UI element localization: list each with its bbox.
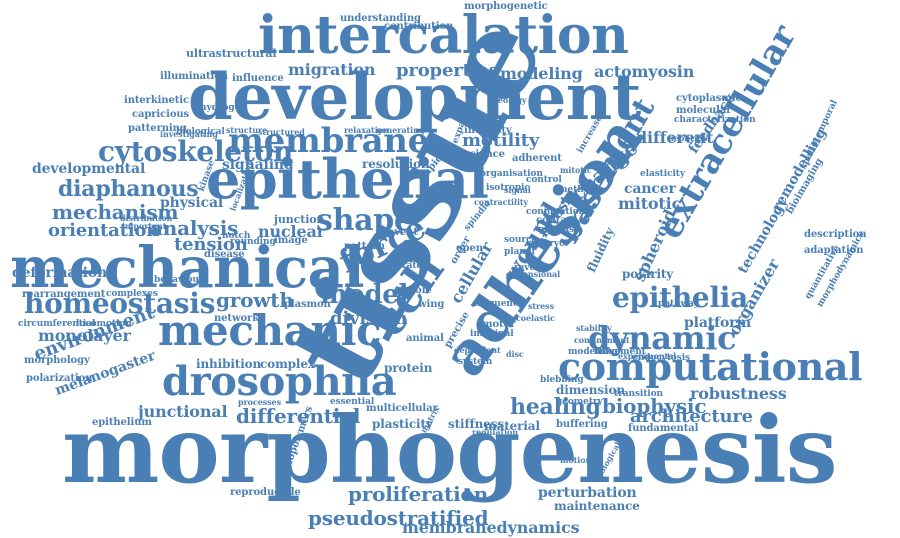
cloud-word: complex [260,358,315,370]
cloud-word: mitosis [538,226,574,235]
cloud-word: capricious [132,110,189,120]
cloud-word: blebbing [540,376,584,385]
cloud-word: monolayer [38,328,131,344]
cloud-word: ultrastructural [186,48,276,59]
cloud-word: imaginal [470,330,514,339]
cloud-word: image [274,236,308,246]
cloud-word: interkinetic [124,96,189,106]
cloud-word: role [410,286,432,296]
cloud-word: wing [418,300,444,310]
cloud-word: motion [560,456,591,464]
cloud-word: intercalation [258,10,628,62]
cloud-word: system [458,358,492,367]
cloud-word: inhibition [196,358,261,370]
cloud-word: complexes [106,290,158,299]
cloud-word: frequency [474,300,523,309]
cloud-word: dependent [454,346,501,354]
cloud-word: illumination [160,72,228,82]
cloud-word: contractility [474,198,528,206]
cloud-word: rounding [230,238,276,247]
cloud-word: properties [396,62,499,80]
cloud-word: protein [384,362,432,374]
cloud-word: disc [506,350,524,358]
cloud-word: conjugation [526,208,585,217]
cloud-word: migration [288,62,375,78]
cloud-word: nephrins [668,134,707,142]
cloud-word: morphogenetic [464,2,548,12]
cloud-word: cytoplasmic [676,94,741,104]
cloud-word: embryo [528,240,565,249]
cloud-word: network [214,314,259,324]
cloud-word: stress [528,302,554,310]
cloud-word: adherent [512,154,562,164]
cloud-word: reproducible [230,488,301,498]
cloud-word: pattern [344,242,385,252]
cloud-word: morphology [24,356,90,366]
cloud-word: pathway [658,300,699,309]
cloud-word: resolution [362,158,430,170]
cloud-word: important [122,222,166,230]
cloud-word: planar [504,248,536,257]
cloud-word: signaling [222,158,294,172]
cloud-word: integrity [464,126,512,136]
cloud-word: elasticity [640,170,685,179]
cloud-word: rearrangement [22,290,105,300]
cloud-word: contribution [384,22,453,32]
cloud-word: modeling [500,66,583,82]
cloud-word: buffering [556,420,608,430]
cloud-word: hydrogel [200,104,244,113]
cloud-word: cancer [624,182,676,196]
cloud-word: junction [274,214,324,225]
cloud-word: physical [160,196,223,210]
cloud-word: processes [238,398,281,406]
cloud-word: animal [406,334,444,344]
cloud-word: model [320,282,408,308]
cloud-word: growth [216,290,294,310]
cloud-word: locomotion [76,320,132,329]
cloud-word: proliferation [348,484,488,504]
cloud-word: disease [204,250,245,260]
cloud-word: dimensional [506,270,560,278]
cloud-word: plasmon [284,300,331,310]
cloud-word: generating [376,126,424,134]
cloud-word: deformation [12,266,107,280]
cloud-word: confinement [574,336,630,344]
cloud-word: investigating [160,130,218,138]
cloud-word: viscoelastic [504,314,555,322]
cloud-word: regulation [472,428,518,436]
cloud-word: rheology [488,96,526,104]
cloud-word: essential [330,398,374,407]
cloud-word: organisation [480,170,543,179]
cloud-word: rate [402,262,422,271]
cloud-word: membranedynamics [402,520,580,536]
cloud-word: structure [226,126,267,134]
cloud-word: actomyosin [594,64,694,80]
cloud-word: science [464,150,505,160]
cloud-word: developmental [32,162,145,176]
cloud-word: signal [504,186,531,194]
cloud-word: mitotic [618,196,681,212]
cloud-word: mitotic [560,166,592,174]
cloud-word: influence [232,74,284,84]
cloud-word: transition [614,390,663,399]
cloud-word: polarity [622,268,673,280]
cloud-word: epithelium [92,418,152,428]
cloud-word: method [558,186,596,195]
cloud-word: polarization [26,374,92,384]
cloud-word: geometry [556,398,603,407]
cloud-word: event [388,228,418,238]
cloud-word: experimental [618,352,676,360]
cloud-word: behaviour [154,276,204,285]
cloud-word: maintenance [554,500,640,512]
cloud-word: perturbation [538,486,637,500]
cloud-word: characterization [674,116,756,125]
cloud-word: division [330,310,407,328]
cloud-word: robustness [690,386,787,402]
cloud-word: stability [576,324,612,332]
cloud-word: fundamental [628,424,698,434]
